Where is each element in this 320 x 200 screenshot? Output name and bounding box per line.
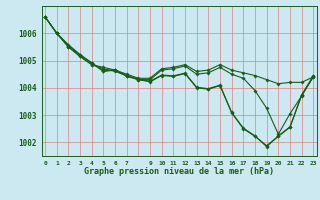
X-axis label: Graphe pression niveau de la mer (hPa): Graphe pression niveau de la mer (hPa)	[84, 167, 274, 176]
